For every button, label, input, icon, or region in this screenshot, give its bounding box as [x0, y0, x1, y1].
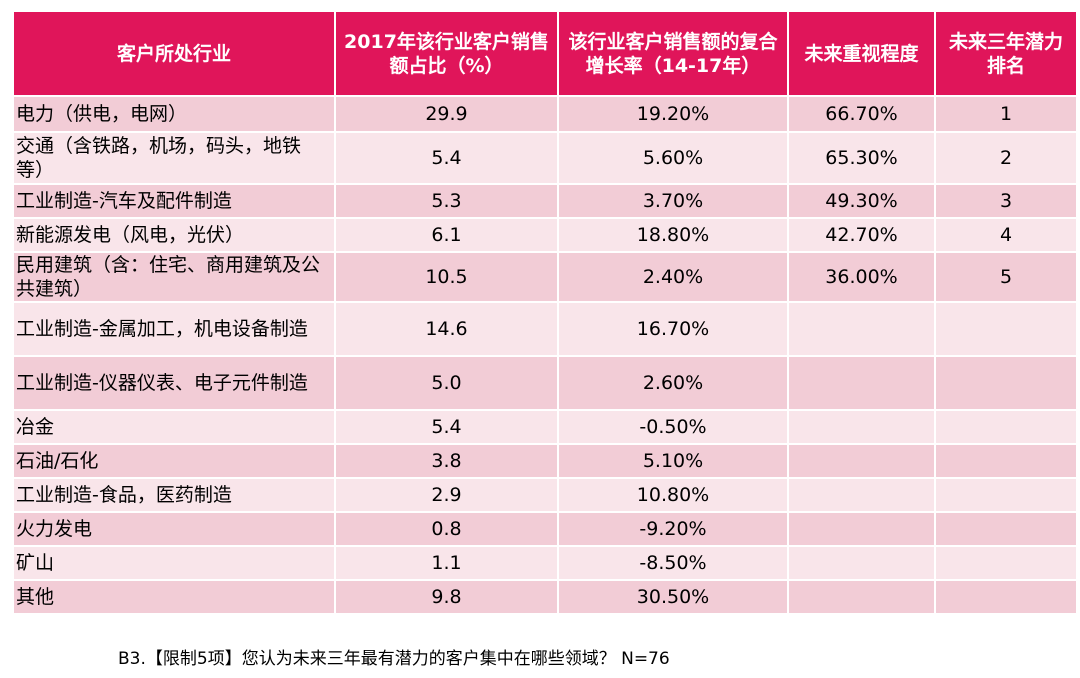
cagr-cell: 10.80%	[558, 478, 789, 513]
cagr-cell: 2.40%	[558, 252, 789, 303]
header-importance: 未来重视程度	[788, 12, 936, 97]
header-cagr: 该行业客户销售额的复合增长率（14-17年）	[558, 12, 789, 97]
sales-share-cell: 14.6	[335, 302, 559, 357]
table-row: 工业制造-仪器仪表、电子元件制造 5.0 2.60%	[14, 356, 1076, 411]
potential-rank-cell: 4	[935, 218, 1076, 253]
importance-cell	[788, 580, 936, 615]
table-row: 火力发电 0.8 -9.20%	[14, 512, 1076, 547]
sales-share-cell: 6.1	[335, 218, 559, 253]
industry-cell: 民用建筑（含：住宅、商用建筑及公共建筑）	[14, 252, 336, 303]
table-row: 冶金 5.4 -0.50%	[14, 410, 1076, 445]
potential-rank-cell: 1	[935, 96, 1076, 133]
sales-share-cell: 5.0	[335, 356, 559, 411]
header-potential-rank: 未来三年潜力排名	[935, 12, 1076, 97]
importance-cell: 65.30%	[788, 132, 936, 185]
industry-cell: 工业制造-金属加工，机电设备制造	[14, 302, 336, 357]
industry-cell: 冶金	[14, 410, 336, 445]
cagr-cell: 18.80%	[558, 218, 789, 253]
potential-rank-cell: 2	[935, 132, 1076, 185]
cagr-cell: 2.60%	[558, 356, 789, 411]
importance-cell: 49.30%	[788, 184, 936, 219]
potential-rank-cell	[935, 546, 1076, 581]
potential-rank-cell	[935, 580, 1076, 615]
potential-rank-cell	[935, 512, 1076, 547]
importance-cell	[788, 478, 936, 513]
sales-share-cell: 5.4	[335, 132, 559, 185]
industry-cell: 工业制造-汽车及配件制造	[14, 184, 336, 219]
potential-rank-cell	[935, 478, 1076, 513]
sales-share-cell: 29.9	[335, 96, 559, 133]
industry-potential-table: 客户所处行业 2017年该行业客户销售额占比（%） 该行业客户销售额的复合增长率…	[14, 12, 1076, 615]
importance-cell	[788, 546, 936, 581]
potential-rank-cell: 3	[935, 184, 1076, 219]
industry-cell: 工业制造-仪器仪表、电子元件制造	[14, 356, 336, 411]
header-industry: 客户所处行业	[14, 12, 336, 97]
importance-cell	[788, 302, 936, 357]
potential-rank-cell	[935, 444, 1076, 479]
industry-cell: 新能源发电（风电，光伏）	[14, 218, 336, 253]
table-row: 工业制造-汽车及配件制造 5.3 3.70% 49.30% 3	[14, 184, 1076, 219]
cagr-cell: -8.50%	[558, 546, 789, 581]
sales-share-cell: 2.9	[335, 478, 559, 513]
table-row: 工业制造-食品，医药制造 2.9 10.80%	[14, 478, 1076, 513]
importance-cell: 36.00%	[788, 252, 936, 303]
table-row: 石油/石化 3.8 5.10%	[14, 444, 1076, 479]
table-header-row: 客户所处行业 2017年该行业客户销售额占比（%） 该行业客户销售额的复合增长率…	[14, 12, 1076, 97]
sales-share-cell: 3.8	[335, 444, 559, 479]
industry-cell: 工业制造-食品，医药制造	[14, 478, 336, 513]
importance-cell: 42.70%	[788, 218, 936, 253]
table-body: 电力（供电，电网） 29.9 19.20% 66.70% 1 交通（含铁路，机场，码头，地…	[14, 96, 1076, 615]
sales-share-cell: 9.8	[335, 580, 559, 615]
table-row: 矿山 1.1 -8.50%	[14, 546, 1076, 581]
cagr-cell: -9.20%	[558, 512, 789, 547]
importance-cell	[788, 444, 936, 479]
potential-rank-cell	[935, 356, 1076, 411]
potential-rank-cell: 5	[935, 252, 1076, 303]
cagr-cell: 5.60%	[558, 132, 789, 185]
cagr-cell: 5.10%	[558, 444, 789, 479]
sales-share-cell: 10.5	[335, 252, 559, 303]
table-row: 民用建筑（含：住宅、商用建筑及公共建筑） 10.5 2.40% 36.00% 5	[14, 252, 1076, 303]
cagr-cell: 3.70%	[558, 184, 789, 219]
importance-cell	[788, 356, 936, 411]
industry-cell: 其他	[14, 580, 336, 615]
industry-cell: 电力（供电，电网）	[14, 96, 336, 133]
industry-cell: 火力发电	[14, 512, 336, 547]
table-row: 新能源发电（风电，光伏） 6.1 18.80% 42.70% 4	[14, 218, 1076, 253]
cagr-cell: 19.20%	[558, 96, 789, 133]
table-row: 交通（含铁路，机场，码头，地铁等） 5.4 5.60% 65.30% 2	[14, 132, 1076, 185]
importance-cell	[788, 410, 936, 445]
header-sales-share: 2017年该行业客户销售额占比（%）	[335, 12, 559, 97]
sales-share-cell: 5.4	[335, 410, 559, 445]
importance-cell: 66.70%	[788, 96, 936, 133]
table-row: 工业制造-金属加工，机电设备制造 14.6 16.70%	[14, 302, 1076, 357]
cagr-cell: -0.50%	[558, 410, 789, 445]
sales-share-cell: 0.8	[335, 512, 559, 547]
footnote: B3.【限制5项】您认为未来三年最有潜力的客户集中在哪些领域？ N=76	[118, 649, 670, 669]
table-row: 电力（供电，电网） 29.9 19.20% 66.70% 1	[14, 96, 1076, 133]
cagr-cell: 16.70%	[558, 302, 789, 357]
table-row: 其他 9.8 30.50%	[14, 580, 1076, 615]
industry-cell: 石油/石化	[14, 444, 336, 479]
potential-rank-cell	[935, 410, 1076, 445]
sales-share-cell: 5.3	[335, 184, 559, 219]
industry-cell: 交通（含铁路，机场，码头，地铁等）	[14, 132, 336, 185]
cagr-cell: 30.50%	[558, 580, 789, 615]
importance-cell	[788, 512, 936, 547]
potential-rank-cell	[935, 302, 1076, 357]
sales-share-cell: 1.1	[335, 546, 559, 581]
industry-cell: 矿山	[14, 546, 336, 581]
